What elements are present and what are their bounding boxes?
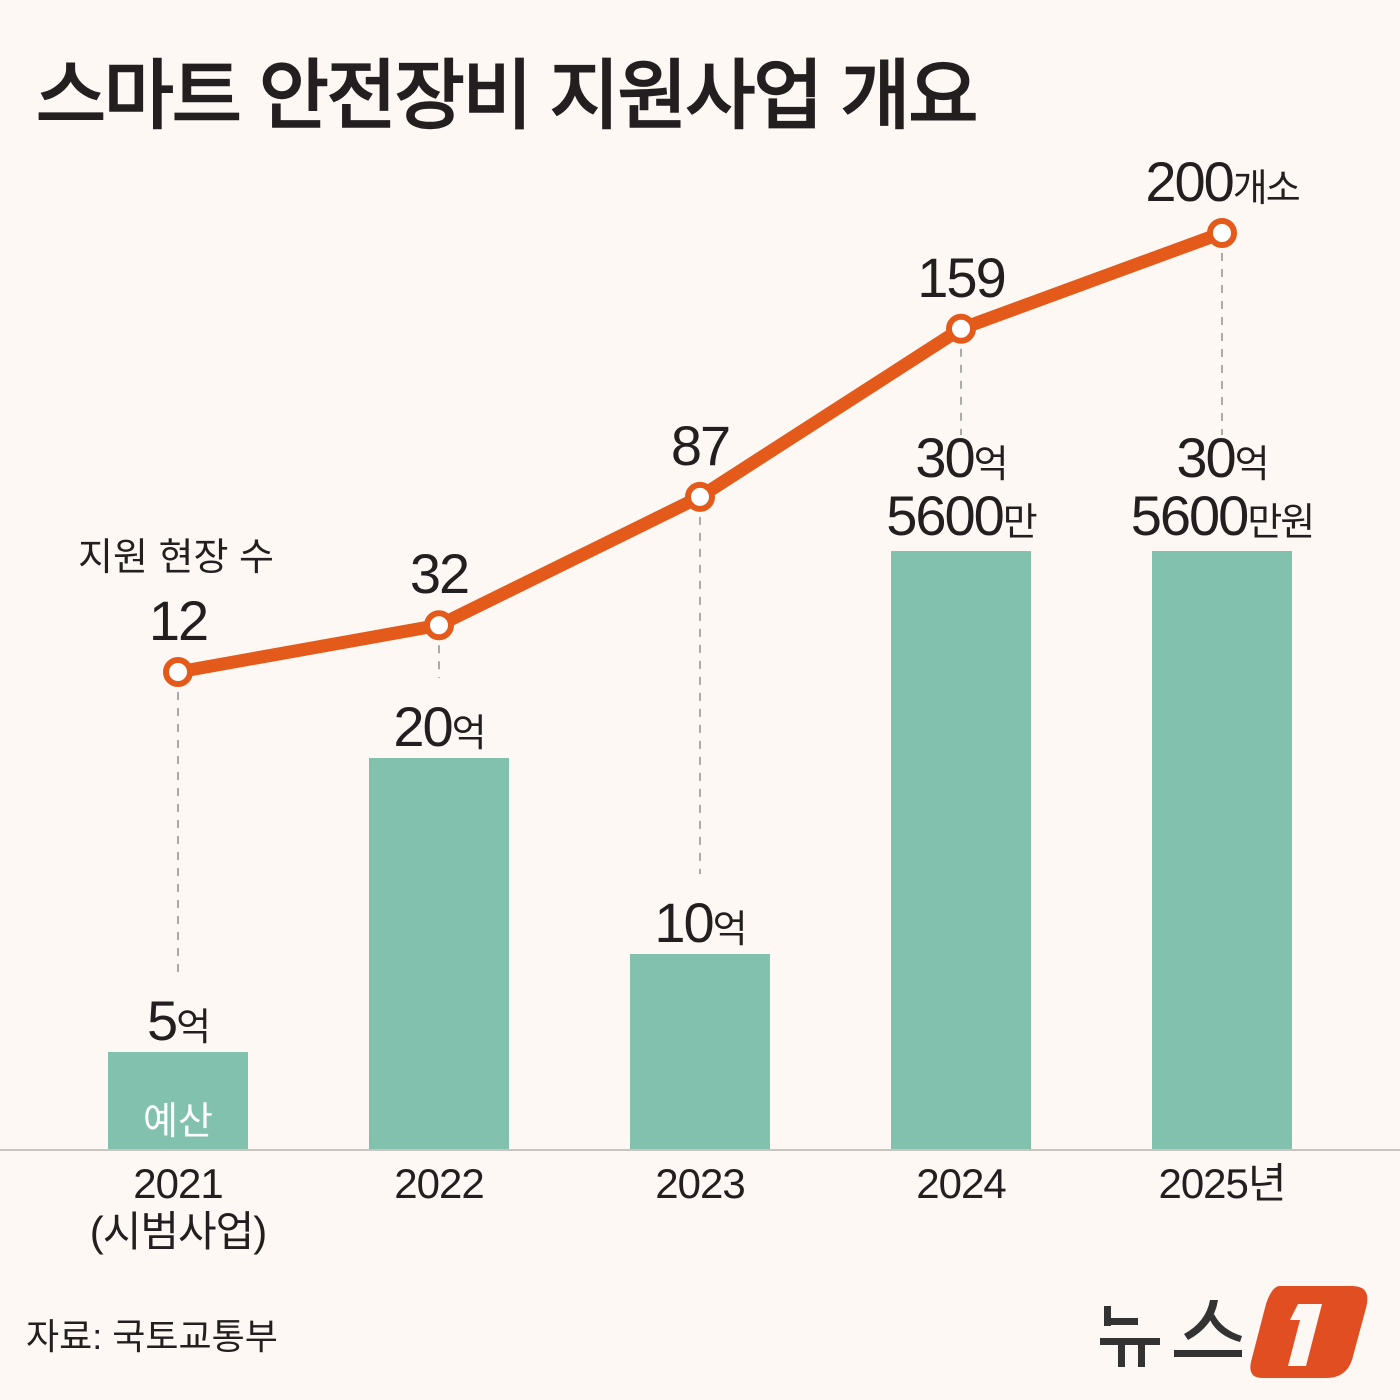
bar-value-label-line2-unit: 만원 bbox=[1247, 502, 1315, 545]
bar bbox=[1152, 551, 1292, 1150]
line-value-label-value: 12 bbox=[148, 588, 209, 652]
x-tick-label: 2025년 bbox=[1158, 1160, 1286, 1208]
logo-icon bbox=[1100, 1286, 1368, 1378]
x-tick-label: 2024 bbox=[916, 1160, 1006, 1208]
line-point bbox=[163, 656, 193, 687]
line-value-label-value: 32 bbox=[409, 542, 470, 606]
x-tick-label: 2023 bbox=[655, 1160, 745, 1208]
line-value-label: 87 bbox=[670, 413, 731, 478]
line-value-label-value: 159 bbox=[917, 245, 1006, 309]
line-value-label-value: 87 bbox=[670, 413, 731, 477]
bar-value-label-line2: 5600만원 bbox=[1130, 483, 1315, 548]
line-value-label: 32 bbox=[409, 541, 470, 606]
bar bbox=[630, 954, 770, 1150]
bar-value-label-line2: 5600만 bbox=[886, 483, 1038, 548]
line-value-label-unit: 개소 bbox=[1232, 168, 1301, 210]
bar-value-label-value: 5 bbox=[146, 989, 178, 1052]
line-value-label: 200개소 bbox=[1145, 149, 1301, 214]
bar-value-label: 20억 bbox=[393, 694, 487, 759]
bar-value-label-value: 30 bbox=[1176, 426, 1236, 490]
bar bbox=[108, 1052, 248, 1150]
bar-value-label-unit: 억 bbox=[1234, 444, 1270, 487]
bar-value-label: 30억 bbox=[1176, 425, 1270, 490]
x-tick-sub: (시범사업) bbox=[89, 1208, 268, 1255]
bar-value-label-unit: 억 bbox=[973, 444, 1009, 487]
bar-value-label-unit: 억 bbox=[176, 1007, 211, 1049]
bar-value-label-line2-unit: 만 bbox=[1002, 502, 1038, 545]
x-tick-year: 2024 bbox=[916, 1160, 1006, 1207]
bar-value-label-line2-value: 5600 bbox=[1130, 484, 1250, 548]
bar bbox=[369, 758, 509, 1150]
line-point bbox=[1207, 218, 1237, 248]
x-tick-label: 2021 (시범사업) bbox=[89, 1160, 268, 1256]
bar-value-label-unit: 억 bbox=[712, 909, 748, 951]
line-point bbox=[424, 610, 454, 641]
bar-value-label: 10억 bbox=[654, 890, 748, 955]
bar-value-label: 5억 bbox=[146, 988, 211, 1053]
bar-value-label-line2-value: 5600 bbox=[886, 484, 1005, 548]
news1-logo bbox=[1090, 1278, 1370, 1382]
chart-title: 스마트 안전장비 지원사업 개요 bbox=[36, 54, 978, 139]
x-tick-year: 2023 bbox=[655, 1160, 745, 1207]
line-value-label-value: 200 bbox=[1145, 150, 1234, 213]
line-point bbox=[685, 481, 715, 512]
x-tick-year: 2022 bbox=[394, 1160, 484, 1207]
bar-value-label-value: 30 bbox=[915, 426, 975, 490]
bar-value-label-value: 20 bbox=[393, 695, 453, 758]
line-series-label: 지원 현장 수 bbox=[78, 537, 274, 579]
line-value-label: 12 bbox=[148, 588, 209, 653]
bar bbox=[891, 551, 1031, 1150]
bar-series-label: 예산 bbox=[143, 1101, 213, 1143]
source-note: 자료: 국토교통부 bbox=[26, 1316, 278, 1357]
x-tick-year: 2021 bbox=[133, 1160, 223, 1207]
line-value-label: 159 bbox=[917, 245, 1006, 310]
x-tick-year: 2025년 bbox=[1158, 1160, 1286, 1207]
line-point bbox=[946, 313, 976, 344]
bar-value-label: 30억 bbox=[915, 425, 1009, 490]
bar-value-label-unit: 억 bbox=[451, 713, 487, 755]
bar-value-label-value: 10 bbox=[654, 891, 714, 954]
x-tick-label: 2022 bbox=[394, 1160, 484, 1208]
